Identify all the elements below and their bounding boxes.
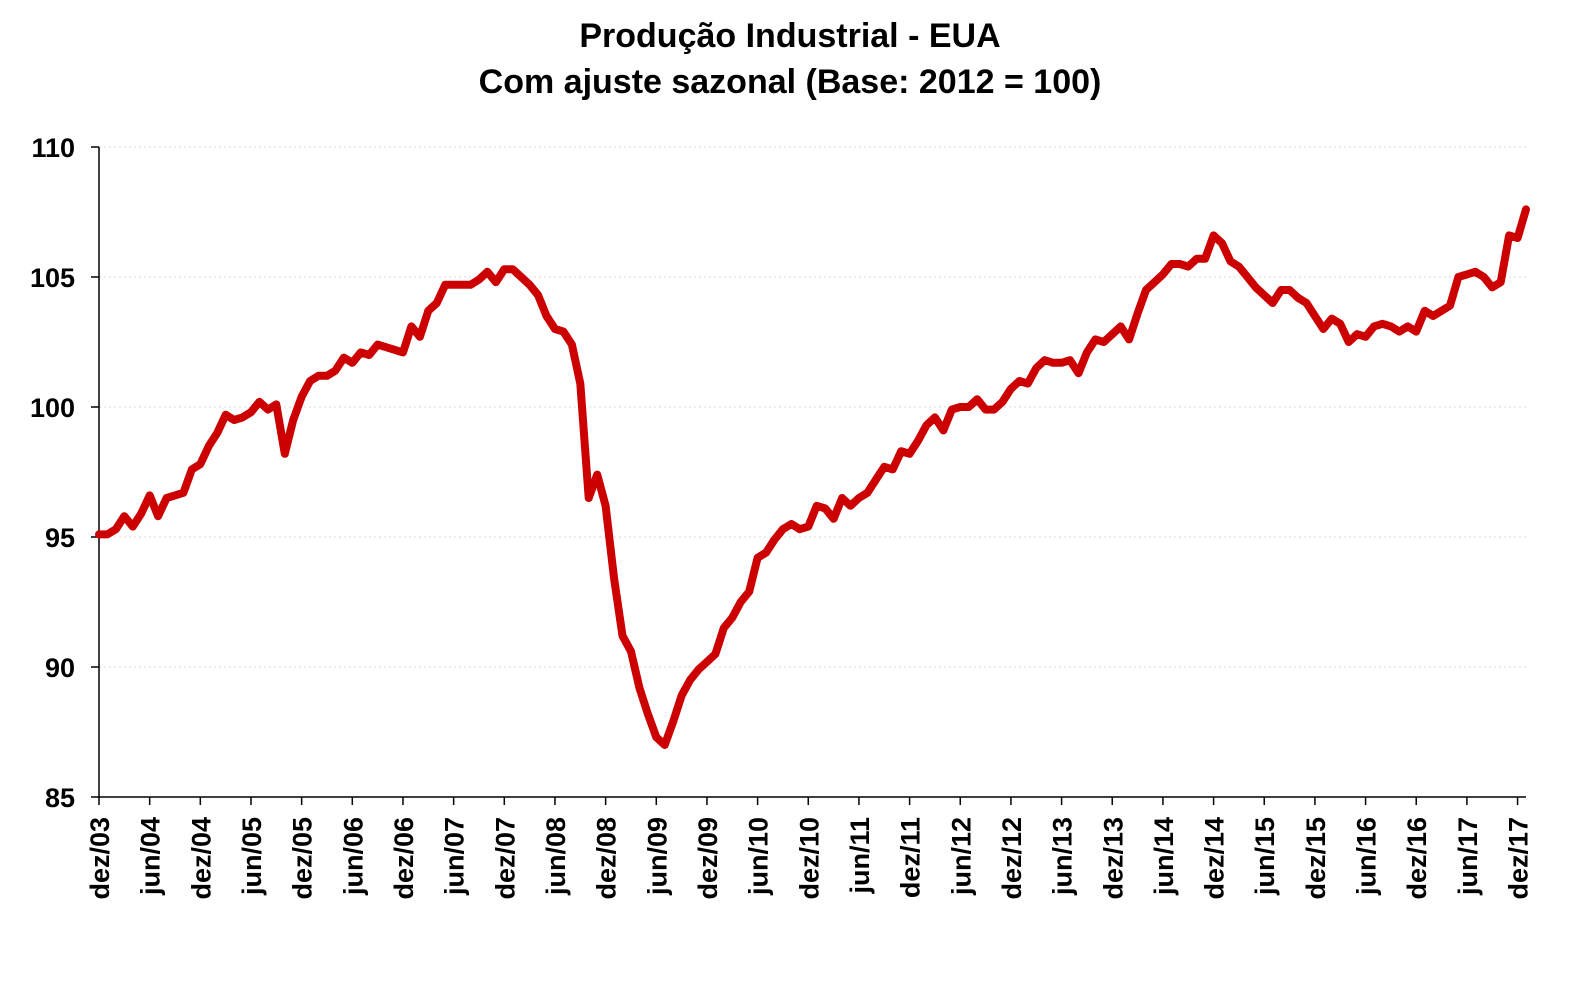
y-tick-label: 110	[31, 133, 75, 163]
x-tick-label: dez/10	[794, 817, 824, 900]
x-tick-label: jun/13	[1048, 817, 1078, 896]
x-tick-label: jun/15	[1250, 817, 1280, 896]
x-tick-label: jun/11	[845, 817, 875, 895]
x-tick-label: jun/06	[338, 817, 368, 896]
x-tick-label: dez/07	[490, 817, 520, 900]
x-tick-label: jun/14	[1149, 817, 1179, 896]
x-axis-ticks: dez/03 jun/04 dez/04 jun/05 dez/05 jun/06 dez/…	[85, 797, 1534, 900]
x-tick-label: dez/06	[389, 817, 419, 900]
y-tick-label: 90	[45, 653, 75, 683]
x-tick-label: dez/14	[1200, 817, 1230, 900]
x-tick-label: jun/16	[1352, 817, 1382, 896]
series-line	[95, 205, 1530, 749]
y-tick-label: 105	[30, 263, 75, 293]
y-tick-label: 95	[45, 523, 75, 553]
x-tick-label: jun/09	[642, 817, 672, 896]
x-tick-label: dez/15	[1301, 817, 1331, 900]
x-tick-label: dez/09	[693, 817, 723, 900]
chart-subtitle: Com ajuste sazonal (Base: 2012 = 100)	[479, 63, 1102, 101]
x-tick-label: dez/11	[896, 817, 926, 898]
x-tick-label: jun/12	[946, 817, 976, 896]
x-tick-label: dez/05	[288, 817, 318, 900]
x-tick-label: dez/16	[1402, 817, 1432, 900]
x-tick-label: dez/12	[997, 817, 1027, 900]
x-tick-label: jun/10	[744, 817, 774, 896]
x-tick-label: dez/03	[85, 817, 115, 900]
x-tick-label: dez/04	[186, 817, 216, 900]
chart-title: Produção Industrial - EUA	[579, 17, 1000, 55]
x-tick-label: jun/07	[440, 817, 470, 896]
y-axis-ticks: 85 90 95 100 105 110	[30, 133, 99, 813]
y-tick-label: 100	[30, 393, 75, 423]
y-tick-label: 85	[45, 783, 75, 813]
x-tick-label: jun/04	[136, 817, 166, 896]
gridlines	[99, 146, 1526, 668]
x-tick-label: dez/13	[1098, 817, 1128, 900]
x-tick-label: jun/05	[237, 817, 267, 896]
x-tick-label: jun/17	[1453, 817, 1483, 896]
x-tick-label: jun/08	[541, 817, 571, 896]
x-tick-label: dez/08	[592, 817, 622, 900]
x-tick-label: dez/17	[1504, 817, 1534, 900]
